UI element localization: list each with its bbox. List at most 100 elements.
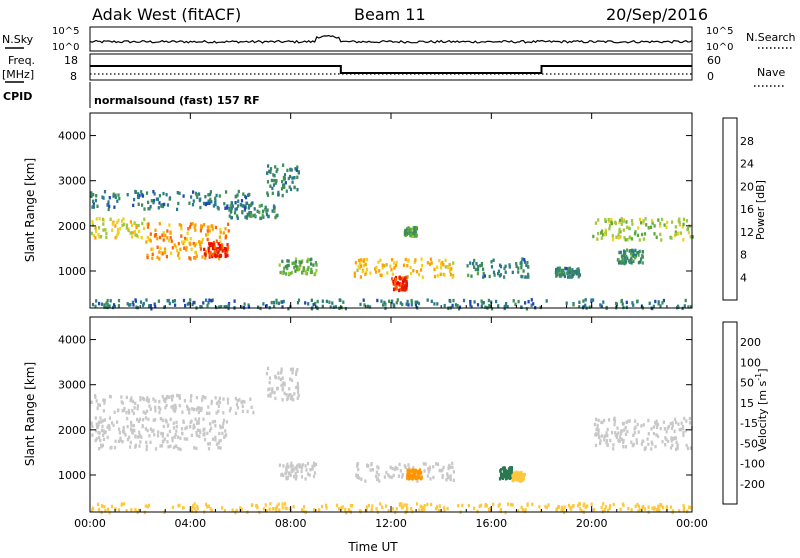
echo-cell bbox=[279, 377, 282, 382]
echo-cell bbox=[348, 508, 351, 512]
echo-cell bbox=[622, 261, 625, 265]
echo-cell bbox=[449, 267, 452, 271]
echo-cell bbox=[156, 236, 159, 241]
echo-cell bbox=[488, 304, 491, 308]
echo-cell bbox=[526, 261, 529, 265]
echo-cell bbox=[127, 408, 130, 413]
echo-cell bbox=[406, 468, 409, 472]
echo-cell bbox=[415, 502, 419, 506]
echo-cell bbox=[117, 298, 121, 303]
echo-cell bbox=[600, 304, 603, 308]
velocity-colorbar-label-exp: -1 bbox=[754, 373, 763, 381]
echo-cell bbox=[418, 508, 421, 512]
echo-cell bbox=[662, 420, 665, 424]
power-ylabel: Slant Range [km] bbox=[23, 158, 37, 262]
echo-cell bbox=[571, 504, 574, 508]
echo-cell bbox=[383, 300, 386, 305]
echo-cell bbox=[421, 508, 424, 512]
echo-cell bbox=[104, 509, 107, 513]
echo-cell bbox=[130, 396, 133, 400]
echo-cell bbox=[577, 267, 580, 272]
echo-cell bbox=[501, 466, 505, 470]
echo-cell bbox=[604, 505, 608, 509]
colorbar-frame bbox=[722, 117, 738, 301]
x-tick-label: 00:00 bbox=[74, 517, 106, 530]
echo-cell bbox=[487, 298, 490, 303]
echo-cell bbox=[492, 502, 495, 507]
echo-cell bbox=[517, 266, 520, 270]
echo-cell bbox=[241, 204, 244, 208]
echo-cell bbox=[261, 209, 265, 213]
echo-cell bbox=[113, 303, 116, 307]
echo-cell bbox=[188, 407, 191, 412]
echo-cell bbox=[126, 424, 129, 429]
echo-cell bbox=[99, 438, 102, 443]
echo-cell bbox=[206, 431, 209, 436]
echo-cell bbox=[94, 416, 97, 420]
echo-cell bbox=[685, 219, 689, 223]
echo-cell bbox=[203, 437, 207, 442]
echo-cell bbox=[153, 302, 156, 306]
echo-cell bbox=[221, 506, 224, 510]
echo-cell bbox=[294, 260, 298, 264]
echo-cell bbox=[223, 509, 226, 513]
echo-cell bbox=[640, 424, 643, 428]
echo-cell bbox=[597, 231, 600, 236]
echo-cell bbox=[418, 471, 421, 476]
echo-cell bbox=[395, 507, 398, 511]
echo-cell bbox=[145, 409, 149, 413]
echo-cell bbox=[194, 223, 197, 227]
echo-cell bbox=[361, 269, 364, 274]
echo-cell bbox=[647, 418, 650, 423]
echo-cell bbox=[564, 266, 567, 271]
echo-cell bbox=[413, 260, 416, 264]
echo-cell bbox=[169, 417, 172, 421]
echo-cell bbox=[277, 301, 280, 305]
echo-cell bbox=[121, 429, 125, 434]
echo-cell bbox=[603, 508, 606, 512]
echo-cell bbox=[427, 467, 430, 471]
echo-cell bbox=[476, 303, 480, 307]
echo-cell bbox=[375, 270, 378, 274]
echo-cell bbox=[248, 214, 251, 218]
echo-cell bbox=[239, 506, 242, 510]
echo-cell bbox=[490, 307, 494, 311]
echo-cell bbox=[274, 374, 277, 379]
echo-cell bbox=[152, 418, 155, 422]
echo-cell bbox=[284, 502, 287, 506]
echo-cell bbox=[309, 270, 312, 275]
echo-cell bbox=[122, 217, 125, 221]
echo-cell bbox=[256, 505, 259, 510]
echo-cell bbox=[262, 507, 265, 511]
echo-cell bbox=[682, 504, 685, 508]
echo-cell bbox=[281, 387, 285, 391]
echo-cell bbox=[439, 272, 442, 276]
echo-cell bbox=[407, 226, 410, 230]
echo-cell bbox=[104, 228, 107, 232]
echo-cell bbox=[380, 299, 383, 303]
echo-cell bbox=[217, 242, 220, 246]
echo-cell bbox=[90, 400, 93, 404]
echo-cell bbox=[156, 197, 160, 201]
echo-cell bbox=[270, 300, 273, 305]
echo-cell bbox=[210, 401, 213, 406]
echo-cell bbox=[426, 298, 429, 302]
echo-cell bbox=[642, 221, 645, 225]
echo-cell bbox=[172, 404, 175, 408]
echo-cell bbox=[172, 445, 176, 450]
echo-cell bbox=[433, 267, 436, 272]
echo-cell bbox=[315, 263, 318, 267]
echo-cell bbox=[149, 232, 152, 236]
echo-cell bbox=[293, 185, 296, 190]
y-tick-label: 2000 bbox=[58, 220, 86, 233]
echo-cell bbox=[609, 504, 612, 508]
echo-cell bbox=[555, 274, 558, 278]
echo-cell bbox=[204, 202, 207, 207]
echo-cell bbox=[304, 269, 308, 274]
echo-cell bbox=[686, 227, 689, 232]
echo-cell bbox=[296, 384, 299, 389]
echo-cell bbox=[176, 393, 179, 398]
echo-cell bbox=[414, 302, 417, 306]
echo-cell bbox=[294, 264, 297, 268]
echo-cell bbox=[153, 192, 156, 196]
